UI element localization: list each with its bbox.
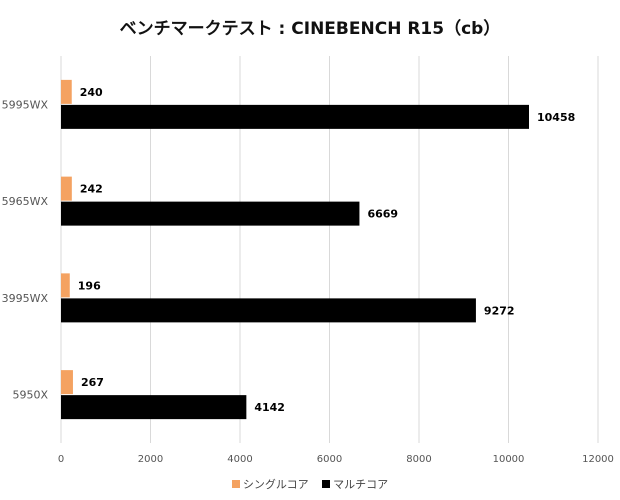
bar-multi-1 bbox=[61, 201, 360, 226]
x-tick-label-6: 12000 bbox=[582, 454, 614, 465]
legend-label-single: シングルコア bbox=[242, 478, 309, 491]
data-label-single-0: 240 bbox=[80, 86, 103, 99]
bar-single-2 bbox=[61, 273, 70, 298]
bar-multi-3 bbox=[61, 395, 247, 420]
bar-single-0 bbox=[61, 79, 72, 104]
bar-multi-0 bbox=[61, 104, 529, 129]
data-label-multi-3: 4142 bbox=[254, 401, 285, 414]
legend-swatch-single bbox=[231, 480, 240, 488]
category-label-2: 3995WX bbox=[2, 292, 49, 305]
category-label-1: 5965WX bbox=[2, 195, 49, 208]
bar-single-3 bbox=[61, 370, 73, 395]
x-tick-label-5: 10000 bbox=[493, 454, 525, 465]
data-label-multi-1: 6669 bbox=[367, 208, 398, 221]
category-label-0: 5995WX bbox=[2, 98, 49, 111]
x-tick-label-2: 4000 bbox=[227, 454, 252, 465]
data-label-multi-0: 10458 bbox=[537, 111, 575, 124]
x-tick-label-4: 8000 bbox=[406, 454, 431, 465]
data-label-multi-2: 9272 bbox=[484, 304, 515, 317]
data-label-single-3: 267 bbox=[81, 376, 104, 389]
x-tick-label-0: 0 bbox=[58, 454, 64, 465]
chart-title: ベンチマークテスト : CINEBENCH R15（cb） bbox=[119, 19, 501, 39]
legend-item-multi: マルチコア bbox=[322, 476, 388, 492]
x-tick-label-3: 6000 bbox=[317, 454, 342, 465]
data-label-single-1: 242 bbox=[80, 183, 103, 196]
legend-swatch-multi bbox=[322, 480, 331, 488]
legend-item-single: シングルコア bbox=[231, 476, 309, 492]
legend-label-multi: マルチコア bbox=[333, 478, 389, 491]
x-tick-label-1: 2000 bbox=[138, 454, 163, 465]
bar-single-1 bbox=[61, 176, 72, 201]
legend: シングルコア マルチコア bbox=[0, 476, 620, 492]
bar-multi-2 bbox=[61, 298, 476, 323]
data-label-single-2: 196 bbox=[78, 279, 101, 292]
category-label-3: 5950X bbox=[12, 389, 48, 402]
